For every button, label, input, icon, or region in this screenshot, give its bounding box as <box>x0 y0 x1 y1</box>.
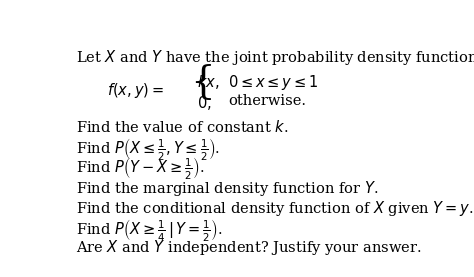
Text: Are $X$ and $Y$ independent? Justify your answer.: Are $X$ and $Y$ independent? Justify you… <box>76 238 421 257</box>
Text: Find the marginal density function for $Y$.: Find the marginal density function for $… <box>76 179 378 198</box>
Text: Find the conditional density function of $X$ given $Y = y$.: Find the conditional density function of… <box>76 199 474 217</box>
Text: $kx,$: $kx,$ <box>197 73 219 91</box>
Text: otherwise.: otherwise. <box>228 94 306 108</box>
Text: $f(x, y) =$: $f(x, y) =$ <box>107 81 164 100</box>
Text: Find $P\left(X \geq \frac{1}{4}\,|\, Y = \frac{1}{2}\right)$.: Find $P\left(X \geq \frac{1}{4}\,|\, Y =… <box>76 218 222 244</box>
Text: Find $P\left(Y - X \geq \frac{1}{2}\right)$.: Find $P\left(Y - X \geq \frac{1}{2}\righ… <box>76 156 204 182</box>
Text: Find $P\left(X \leq \frac{1}{2}, Y \leq \frac{1}{2}\right)$.: Find $P\left(X \leq \frac{1}{2}, Y \leq … <box>76 137 220 163</box>
Text: {: { <box>190 64 214 101</box>
Text: $0 \leq x \leq y \leq 1$: $0 \leq x \leq y \leq 1$ <box>228 73 319 92</box>
Text: $0,$: $0,$ <box>197 94 211 112</box>
Text: Let $X$ and $Y$ have the joint probability density function given by: Let $X$ and $Y$ have the joint probabili… <box>76 48 474 67</box>
Text: Find the value of constant $k$.: Find the value of constant $k$. <box>76 119 288 135</box>
